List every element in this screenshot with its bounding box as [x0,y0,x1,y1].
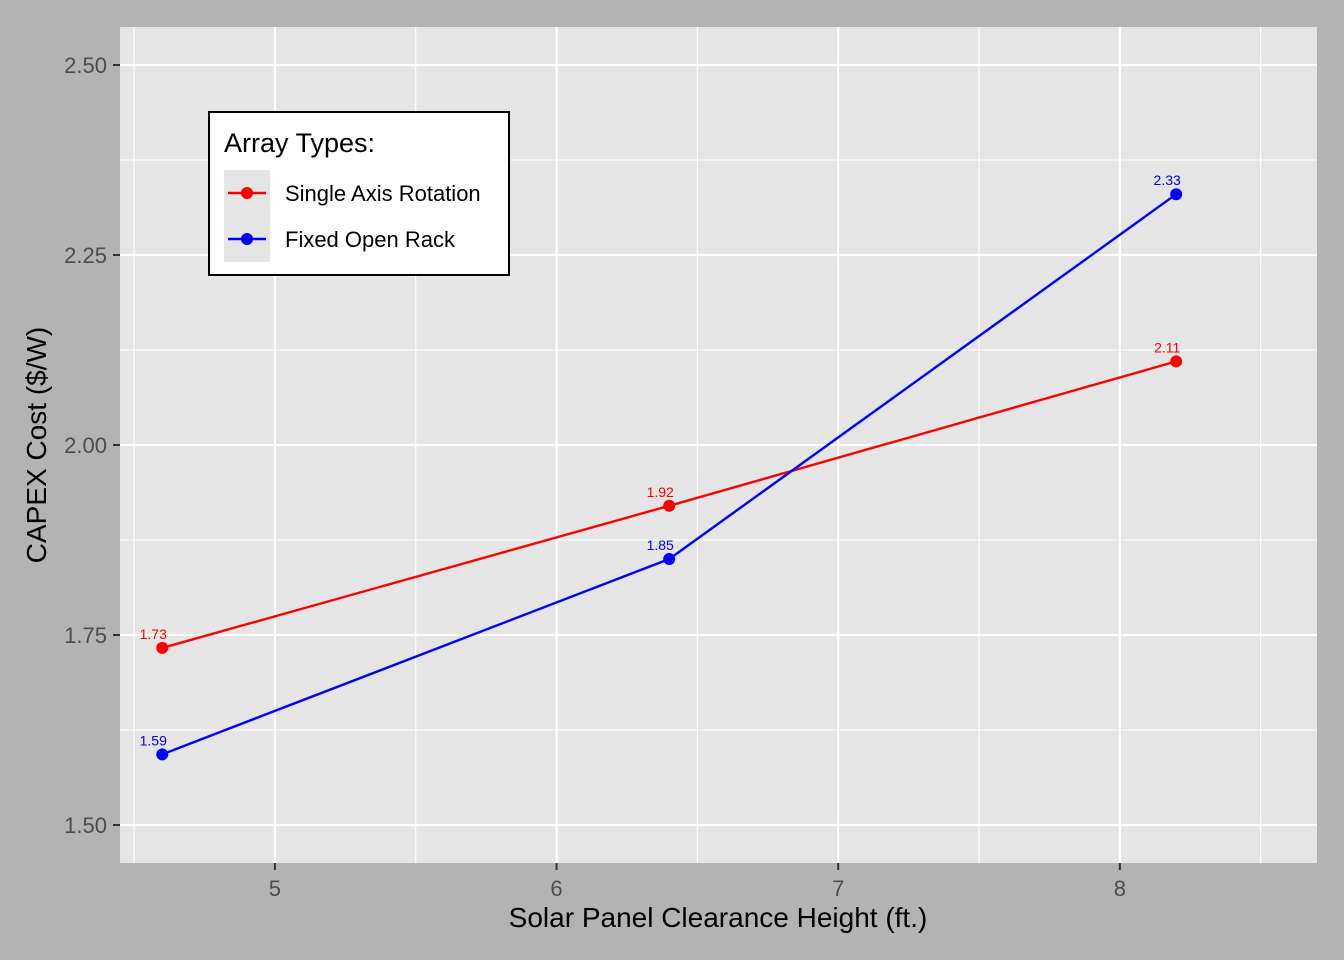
data-label: 1.85 [647,537,674,553]
minor-gridlines [120,27,1317,863]
y-tick-label: 2.50 [64,53,107,78]
legend: Array Types: Single Axis Rotation Fixed O… [208,111,510,276]
legend-title: Array Types: [224,128,375,158]
x-tick-label: 7 [832,876,844,901]
data-label: 2.11 [1154,339,1180,355]
data-point [1170,355,1183,368]
y-tick-label: 1.50 [64,813,107,838]
y-axis: 1.50 1.75 2.00 2.25 2.50 [64,53,120,838]
legend-key-point [241,233,253,245]
y-tick-label: 2.25 [64,243,107,268]
x-tick-label: 8 [1114,876,1126,901]
legend-key-point [241,187,253,199]
data-point [156,641,169,654]
legend-item-label: Single Axis Rotation [285,181,481,206]
data-point [663,499,676,512]
data-point [663,553,676,565]
y-axis-title: CAPEX Cost ($/W) [21,327,52,563]
x-axis-title: Solar Panel Clearance Height (ft.) [509,902,928,933]
major-gridlines [120,27,1317,863]
data-point [156,748,169,761]
data-label: 1.92 [647,484,674,500]
data-label: 1.73 [140,626,167,642]
series-layer [156,188,1183,761]
data-point [1170,188,1183,201]
data-labels: 1.73 1.92 2.11 1.59 1.85 2.33 [140,172,1181,748]
data-label: 2.33 [1154,172,1181,188]
y-tick-label: 2.00 [64,433,107,458]
y-tick-label: 1.75 [64,623,107,648]
data-label: 1.59 [140,732,167,748]
x-tick-label: 6 [550,876,562,901]
x-axis: 5 6 7 8 [269,863,1126,901]
x-tick-label: 5 [269,876,281,901]
legend-item-label: Fixed Open Rack [285,227,456,252]
